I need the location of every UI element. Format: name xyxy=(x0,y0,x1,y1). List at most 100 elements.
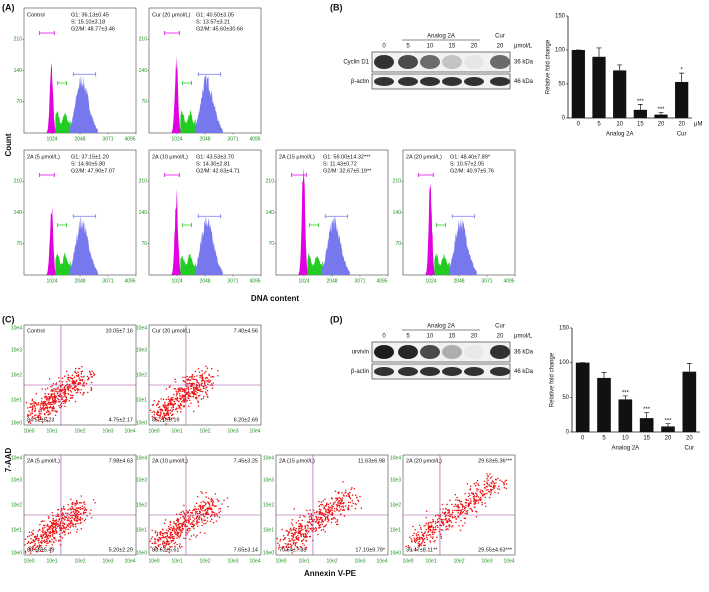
event-dot xyxy=(189,518,191,521)
stat-label: G2/M: 40.97±5.76 xyxy=(450,168,494,174)
event-dot xyxy=(410,541,413,543)
event-dot xyxy=(170,527,172,529)
event-dot xyxy=(324,517,327,520)
event-dot xyxy=(179,543,181,545)
event-dot xyxy=(63,508,66,510)
stat-label: G1: 36.13±0.45 xyxy=(71,12,109,18)
event-dot xyxy=(170,402,172,404)
event-dot xyxy=(197,395,200,397)
event-dot xyxy=(475,500,477,502)
event-dot xyxy=(210,383,213,385)
event-dot xyxy=(290,529,293,532)
event-dot xyxy=(209,508,212,510)
event-dot xyxy=(320,504,322,506)
y-tick-label: 10e0 xyxy=(136,550,147,556)
gate-bracket xyxy=(164,31,180,35)
event-dot xyxy=(74,370,76,372)
bar xyxy=(633,109,647,118)
error-bar xyxy=(596,47,602,57)
event-dot xyxy=(339,509,341,512)
event-dot xyxy=(432,533,434,536)
event-dot xyxy=(198,521,200,523)
quadrant-value: 6.20±2.69 xyxy=(234,417,258,423)
event-dot xyxy=(194,505,196,508)
event-dot xyxy=(67,392,69,395)
event-dot xyxy=(354,502,357,505)
event-dot xyxy=(351,505,353,507)
event-dot xyxy=(153,416,155,418)
error-bar xyxy=(622,395,628,400)
event-dot xyxy=(161,532,163,534)
event-dot xyxy=(426,538,429,540)
event-dot xyxy=(177,404,180,407)
event-dot xyxy=(325,509,328,511)
event-dot xyxy=(27,421,30,424)
event-dot xyxy=(73,389,76,391)
event-dot xyxy=(71,505,73,508)
event-dot xyxy=(169,412,172,414)
event-dot xyxy=(55,515,57,517)
event-dot xyxy=(42,401,45,403)
event-dot xyxy=(202,500,204,502)
event-dot xyxy=(295,531,297,534)
event-dot xyxy=(432,528,434,530)
event-dot xyxy=(194,510,197,513)
event-dot xyxy=(76,516,79,518)
event-dot xyxy=(207,513,209,516)
event-dot xyxy=(203,505,206,507)
event-dot xyxy=(170,403,172,406)
event-dot xyxy=(479,491,481,493)
event-dot xyxy=(90,516,93,519)
event-dot xyxy=(159,543,161,546)
event-dot xyxy=(468,505,470,507)
event-dot xyxy=(327,519,330,522)
event-dot xyxy=(78,377,80,379)
event-dot xyxy=(200,490,202,493)
event-dot xyxy=(489,473,491,475)
event-dot xyxy=(86,375,89,378)
event-dot xyxy=(206,393,208,396)
event-dot xyxy=(327,521,329,523)
histogram-area xyxy=(171,56,182,133)
event-dot xyxy=(331,507,333,509)
event-dot xyxy=(33,414,36,417)
event-dot xyxy=(32,545,34,548)
event-dot xyxy=(53,399,55,402)
event-dot xyxy=(174,545,176,548)
event-dot xyxy=(180,530,182,533)
stat-label: S: 15.10±3.18 xyxy=(71,19,105,25)
event-dot xyxy=(79,378,82,381)
event-dot xyxy=(332,503,335,505)
event-dot xyxy=(432,536,434,538)
event-dot xyxy=(165,407,168,410)
event-dot xyxy=(62,396,64,398)
event-dot xyxy=(168,525,170,528)
event-dot xyxy=(46,540,49,542)
event-dot xyxy=(465,510,468,513)
histogram-area xyxy=(425,183,436,275)
unit-label: μmol/L xyxy=(514,334,533,340)
event-dot xyxy=(178,536,180,539)
event-dot xyxy=(503,486,506,489)
event-dot xyxy=(461,504,464,506)
event-dot xyxy=(196,534,198,537)
event-dot xyxy=(217,375,219,377)
y-tick-label: 10e1 xyxy=(390,527,401,533)
event-dot xyxy=(55,524,57,527)
gate-bracket xyxy=(324,214,349,219)
event-dot xyxy=(47,413,49,416)
event-dot xyxy=(166,409,169,411)
event-dot xyxy=(173,532,176,534)
error-bar xyxy=(617,64,623,71)
event-dot xyxy=(336,520,339,522)
event-dot xyxy=(52,526,55,528)
event-dot xyxy=(172,408,175,411)
event-dot xyxy=(92,498,95,501)
event-dot xyxy=(90,387,92,389)
event-dot xyxy=(318,508,321,511)
event-dot xyxy=(172,525,175,528)
event-dot xyxy=(49,412,51,414)
event-dot xyxy=(67,376,69,379)
event-dot xyxy=(447,528,449,530)
event-dot xyxy=(77,375,79,377)
